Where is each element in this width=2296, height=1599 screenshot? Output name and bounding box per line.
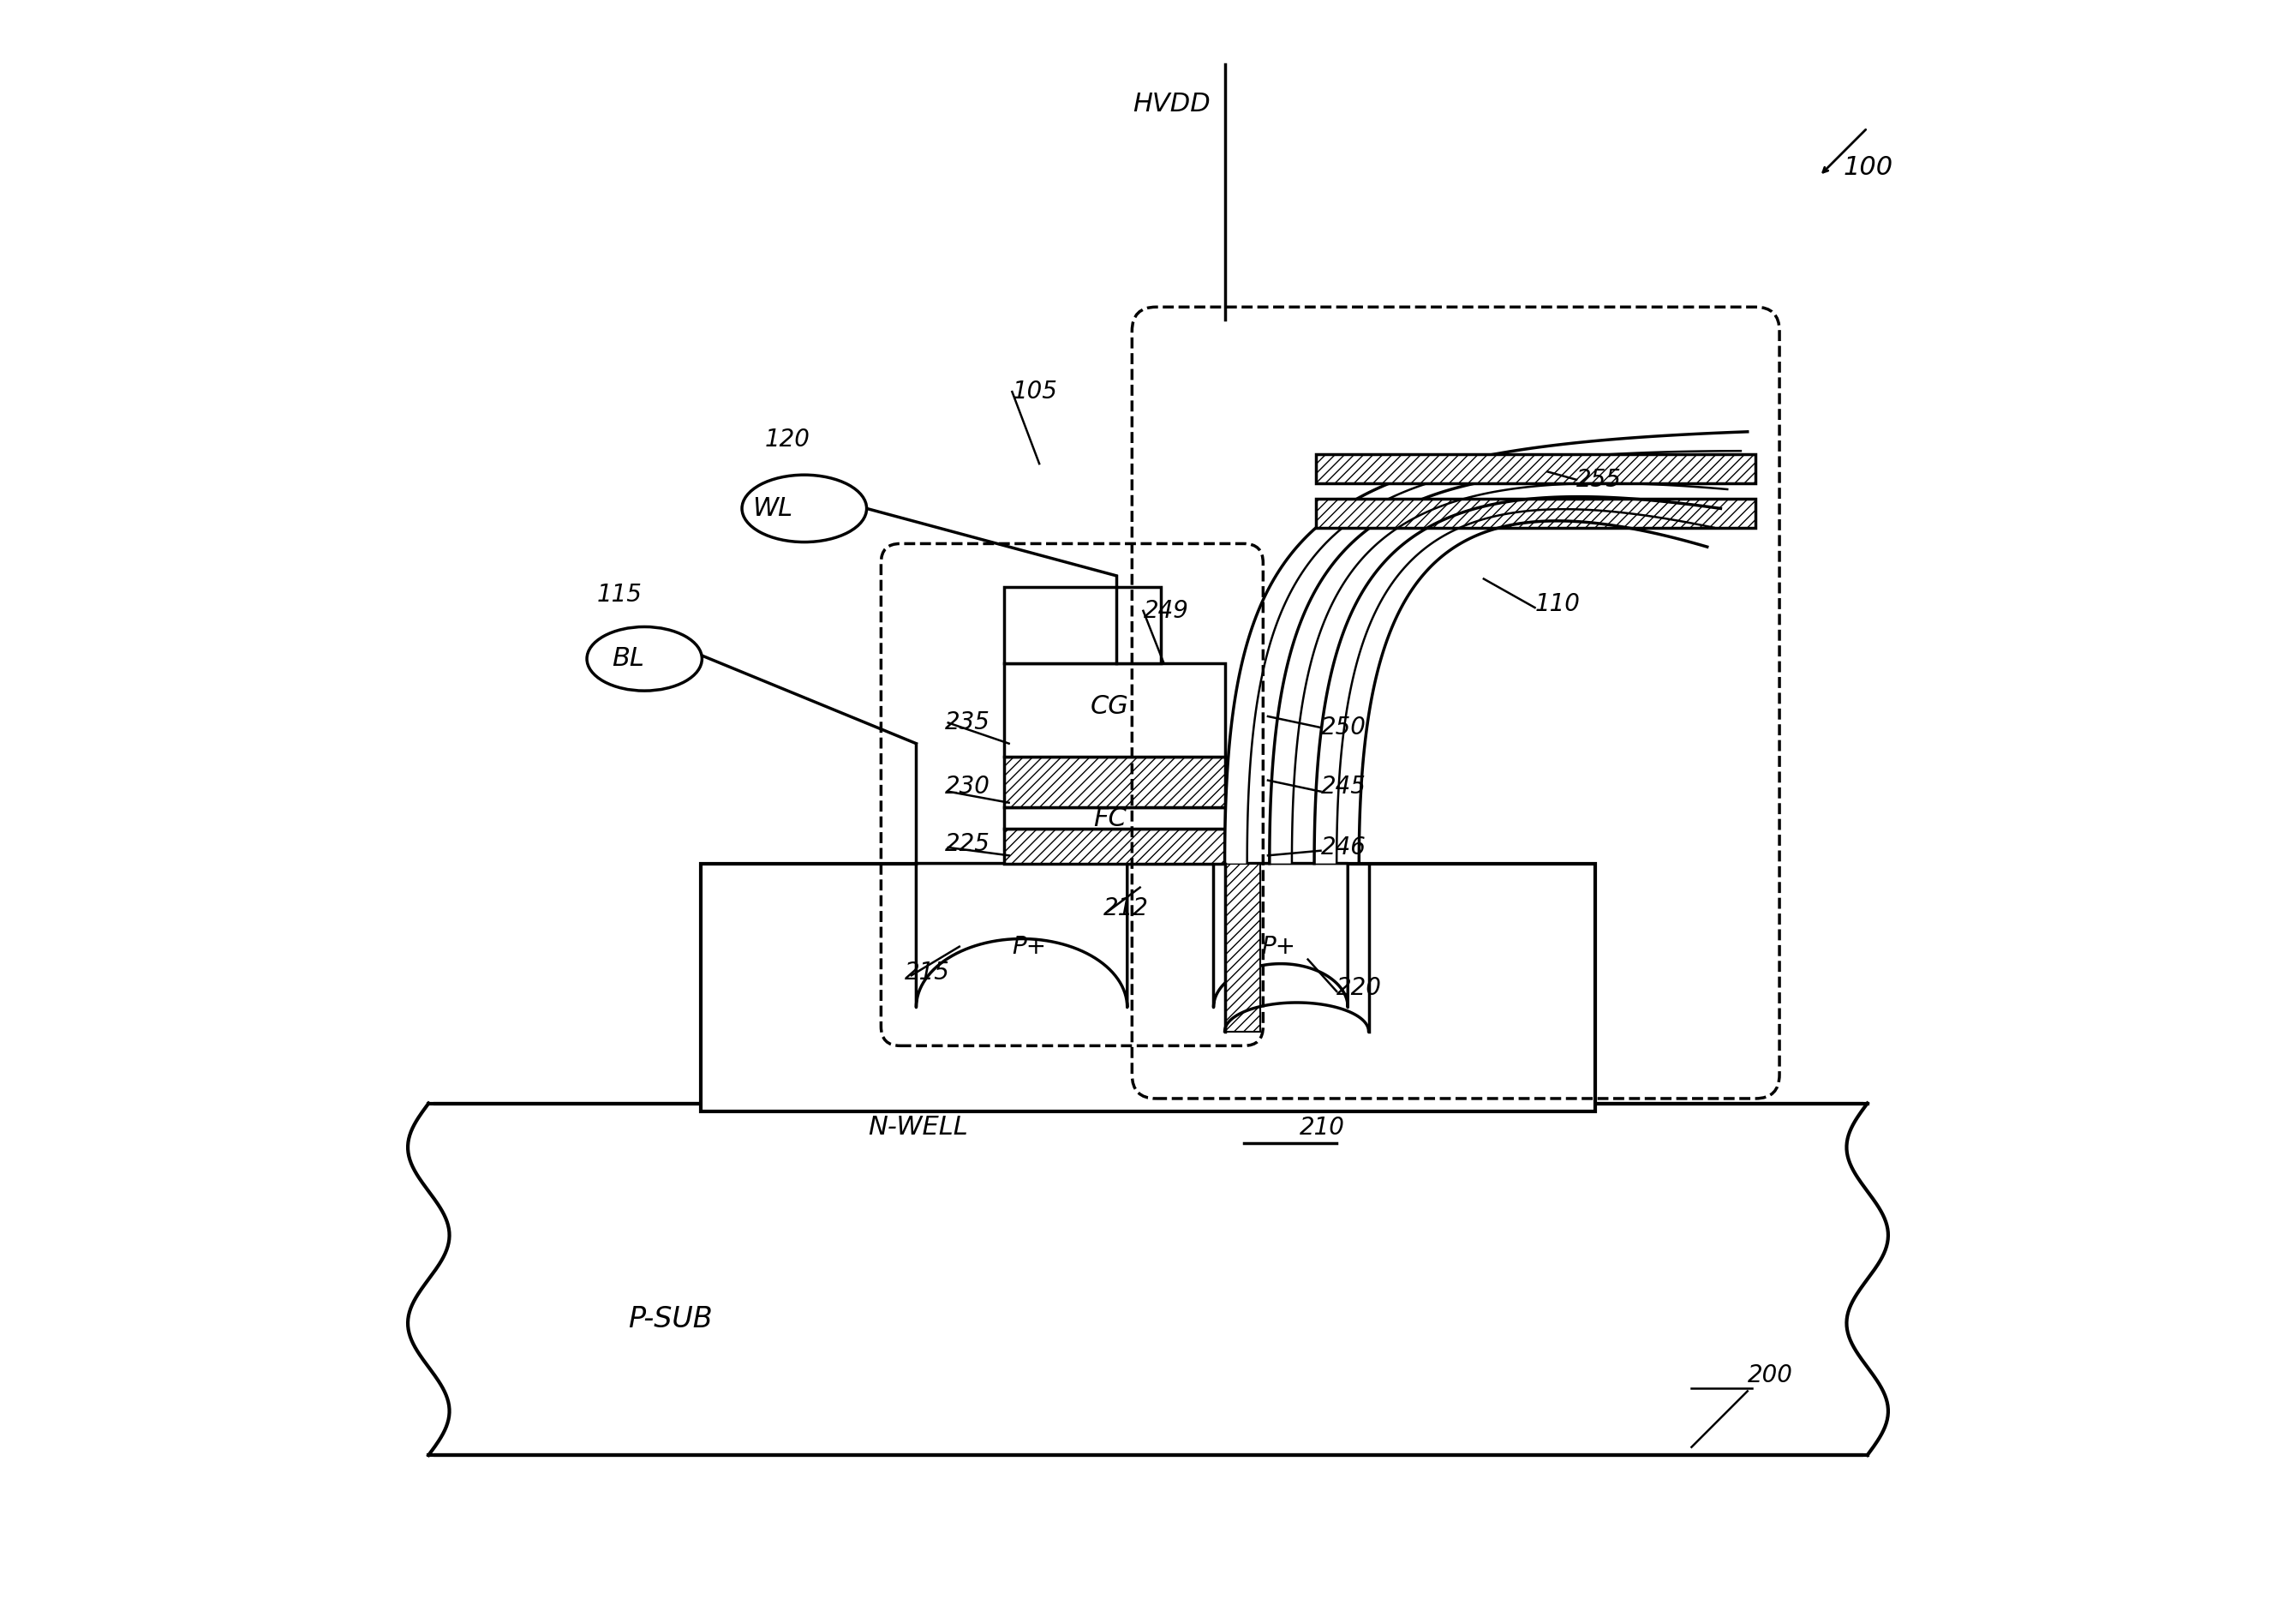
- Text: 250: 250: [1320, 715, 1366, 740]
- Bar: [1316, 454, 1756, 483]
- Text: P+: P+: [1013, 934, 1047, 959]
- Text: 255: 255: [1577, 467, 1621, 492]
- Text: FC: FC: [1093, 806, 1127, 831]
- Text: CG: CG: [1091, 694, 1130, 720]
- Text: P+: P+: [1261, 934, 1295, 959]
- Bar: [1316, 499, 1756, 528]
- Text: 246: 246: [1320, 835, 1366, 860]
- Polygon shape: [916, 863, 1127, 1007]
- Text: 245: 245: [1320, 774, 1366, 800]
- Text: HVDD: HVDD: [1134, 91, 1210, 117]
- Polygon shape: [1270, 469, 1733, 863]
- Text: 120: 120: [765, 427, 810, 453]
- Text: 212: 212: [1104, 895, 1148, 921]
- Text: 200: 200: [1747, 1362, 1793, 1388]
- Text: 105: 105: [1013, 379, 1058, 405]
- Text: WL: WL: [753, 496, 792, 521]
- Text: 210: 210: [1300, 1115, 1345, 1140]
- Text: BL: BL: [613, 646, 645, 672]
- Text: 100: 100: [1844, 155, 1894, 181]
- Text: 230: 230: [946, 774, 990, 800]
- Text: P-SUB: P-SUB: [629, 1305, 714, 1334]
- Text: N-WELL: N-WELL: [868, 1115, 969, 1140]
- Bar: [1003, 807, 1224, 828]
- Bar: [429, 1103, 1867, 1455]
- Bar: [1003, 756, 1224, 807]
- Text: 249: 249: [1143, 598, 1189, 624]
- Polygon shape: [1313, 497, 1720, 863]
- Bar: [1224, 863, 1261, 1031]
- Bar: [1003, 664, 1224, 756]
- Text: 110: 110: [1534, 592, 1580, 617]
- Ellipse shape: [742, 475, 866, 542]
- Ellipse shape: [588, 627, 703, 691]
- Polygon shape: [1215, 863, 1348, 1007]
- Bar: [700, 863, 1596, 1111]
- Text: 115: 115: [597, 582, 643, 608]
- Text: 235: 235: [946, 710, 990, 736]
- Bar: [1003, 828, 1224, 863]
- Text: 215: 215: [905, 959, 951, 985]
- Bar: [1003, 587, 1162, 664]
- Text: 220: 220: [1336, 975, 1382, 1001]
- Polygon shape: [1224, 432, 1747, 863]
- Text: 225: 225: [946, 831, 990, 857]
